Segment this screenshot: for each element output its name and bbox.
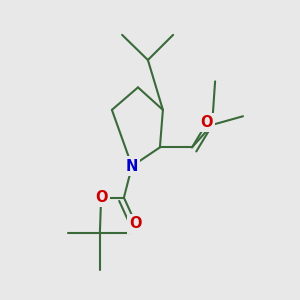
Text: O: O [130, 216, 142, 231]
Text: O: O [95, 190, 107, 205]
Text: N: N [126, 159, 138, 174]
Text: O: O [201, 115, 213, 130]
